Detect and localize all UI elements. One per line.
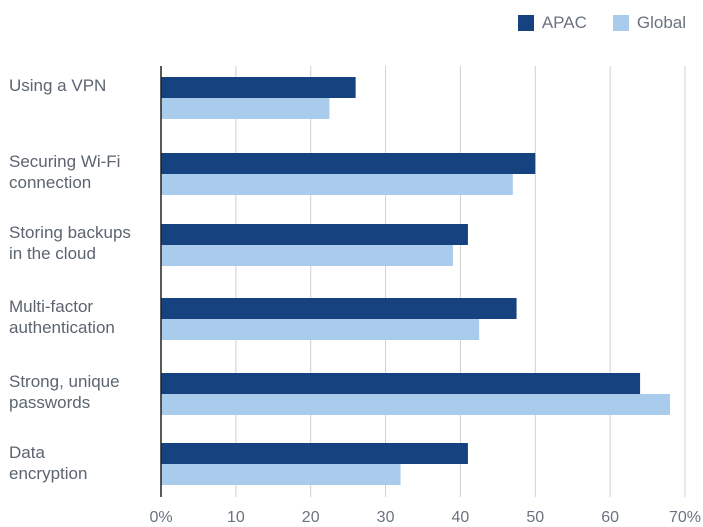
x-tick-label: 30 <box>376 509 395 526</box>
bar-global-5[interactable] <box>161 464 401 485</box>
x-tick-label: 40 <box>451 509 470 526</box>
legend: APAC Global <box>492 13 686 33</box>
category-label-line: Multi-factor <box>9 297 94 316</box>
legend-swatch-global <box>612 15 629 31</box>
bar-apac-3[interactable] <box>161 298 517 319</box>
category-label: Data encryption <box>9 442 87 484</box>
x-tick-label: 0% <box>149 509 173 526</box>
category-label-line: in the cloud <box>9 244 96 263</box>
category-label-line: Strong, unique <box>9 372 120 391</box>
x-tick-label: 70% <box>668 509 702 526</box>
category-label-line: Securing Wi-Fi <box>9 152 121 171</box>
bar-apac-5[interactable] <box>161 443 468 464</box>
bar-apac-4[interactable] <box>161 373 641 394</box>
x-tick-label: 50 <box>526 509 545 526</box>
legend-swatch-apac <box>517 15 534 31</box>
bar-global-4[interactable] <box>161 394 671 415</box>
legend-label-apac: APAC <box>541 13 587 32</box>
category-label-line: Data <box>9 443 45 462</box>
category-label: Securing Wi-Fi connection <box>9 151 120 193</box>
category-label-line: passwords <box>9 393 91 412</box>
x-tick-label: 20 <box>301 509 320 526</box>
category-label: Strong, unique passwords <box>9 371 120 413</box>
x-tick-label: 60 <box>601 509 620 526</box>
category-label-line: encryption <box>9 464 88 483</box>
bar-apac-2[interactable] <box>161 224 468 245</box>
category-label-line: Storing backups <box>9 223 131 242</box>
category-label-line: authentication <box>9 318 115 337</box>
category-label: Using a VPN <box>9 75 106 96</box>
legend-item-global[interactable]: Global <box>612 13 686 33</box>
legend-item-apac[interactable]: APAC <box>517 13 587 33</box>
bar-apac-0[interactable] <box>161 77 356 98</box>
category-label: Multi-factor authentication <box>9 296 115 338</box>
category-label-line: Using a VPN <box>9 76 107 95</box>
bar-apac-1[interactable] <box>161 153 536 174</box>
bar-global-2[interactable] <box>161 245 453 266</box>
legend-label-global: Global <box>636 13 686 32</box>
category-label: Storing backups in the cloud <box>9 222 131 264</box>
x-tick-label: 10 <box>226 509 245 526</box>
bar-global-0[interactable] <box>161 98 330 119</box>
bar-global-3[interactable] <box>161 319 480 340</box>
category-label-line: connection <box>9 173 92 192</box>
bar-global-1[interactable] <box>161 174 513 195</box>
